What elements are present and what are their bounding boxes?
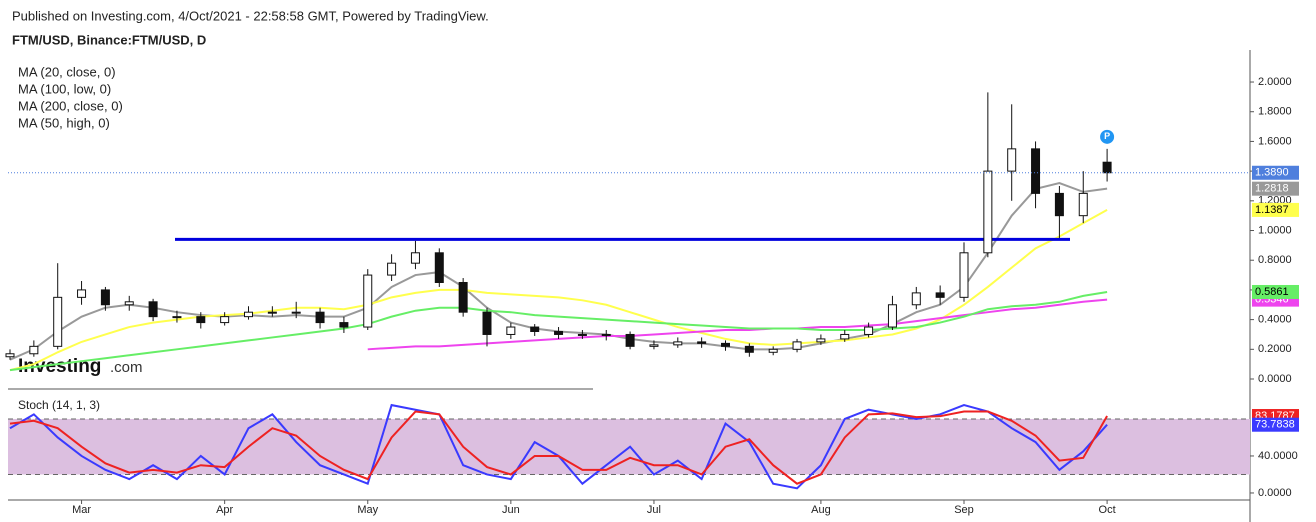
last-value-label: 0.5861 <box>1255 286 1289 298</box>
last-value-label: 1.1387 <box>1255 204 1289 216</box>
series-line <box>9 290 1108 372</box>
candle-body <box>1031 148 1041 194</box>
last-value-box <box>1252 202 1299 217</box>
last-value-label: 73.7838 <box>1255 419 1295 431</box>
y-tick-label: 1.6000 <box>1258 135 1292 147</box>
last-value-box <box>1252 417 1299 432</box>
x-tick-label: Aug <box>811 504 831 516</box>
candle-body <box>53 296 63 347</box>
candle-body <box>744 345 754 353</box>
candle-body <box>124 301 134 306</box>
candle-body <box>697 341 707 344</box>
candle-body <box>577 333 587 336</box>
legend-entry: MA (100, low, 0) <box>18 81 111 96</box>
candle-body <box>244 311 253 318</box>
x-tick-label: Jun <box>502 504 520 516</box>
last-value-box <box>1252 284 1299 299</box>
candle-body <box>267 311 277 314</box>
legend-entry: MA (50, high, 0) <box>18 115 110 130</box>
logo-suffix: .com <box>110 359 143 376</box>
x-tick-label: Oct <box>1099 504 1116 516</box>
candle-body <box>1054 192 1064 217</box>
candle-body <box>29 345 39 355</box>
logo: Investing <box>18 356 101 377</box>
candle-body <box>339 322 349 328</box>
candle-body <box>315 311 325 324</box>
candle-body <box>434 252 444 283</box>
x-tick-label: Mar <box>72 504 91 516</box>
legend-entry: MA (20, close, 0) <box>18 64 116 79</box>
event-marker <box>1100 129 1115 144</box>
candle-body <box>458 281 468 313</box>
header: Published on Investing.com, 4/Oct/2021 -… <box>12 8 489 23</box>
candle-body <box>5 353 15 358</box>
candle-body <box>148 301 158 318</box>
candle-body <box>649 344 659 347</box>
series-line <box>367 298 1108 351</box>
candle-body <box>673 341 683 346</box>
y-tick-label: 40.0000 <box>1258 450 1298 462</box>
candle-body <box>363 274 373 328</box>
candle-body <box>530 326 540 332</box>
legend-entry: MA (200, close, 0) <box>18 98 123 113</box>
candle-body <box>816 338 826 343</box>
candle-body <box>959 252 969 298</box>
candle-body <box>387 262 397 276</box>
candle-body <box>77 289 87 298</box>
candle-body <box>840 333 850 340</box>
candle-body <box>983 170 993 254</box>
y-tick-label: 1.8000 <box>1258 106 1292 118</box>
y-tick-label: 0.2000 <box>1258 343 1292 355</box>
last-value-label: 1.3890 <box>1255 167 1289 179</box>
last-value-label: 1.2818 <box>1255 183 1289 195</box>
candle-body <box>911 292 921 306</box>
candle-body <box>792 341 802 350</box>
candle-body <box>220 316 230 324</box>
candle-body <box>172 316 182 319</box>
candle-body <box>554 330 564 335</box>
last-value-box <box>1252 181 1299 196</box>
series-line <box>9 209 1108 372</box>
candle-body <box>935 292 945 298</box>
candle-body <box>100 289 110 306</box>
candle-body <box>1007 148 1017 172</box>
y-tick-label: 0.4000 <box>1258 314 1292 326</box>
x-tick-label: Sep <box>954 504 974 516</box>
y-tick-label: 0.0000 <box>1258 373 1292 385</box>
candle-body <box>721 342 730 347</box>
candle-body <box>625 333 635 347</box>
candle-body <box>1078 192 1088 217</box>
candle-body <box>768 348 778 353</box>
stoch-title: Stoch (14, 1, 3) <box>18 398 100 412</box>
symbol: FTM/USD, Binance:FTM/USD, D <box>12 32 206 47</box>
y-tick-label: 0.0000 <box>1258 487 1292 499</box>
y-tick-label: 2.0000 <box>1258 76 1292 88</box>
candle-body <box>864 326 874 335</box>
y-tick-label: 0.8000 <box>1258 254 1292 266</box>
candle-body <box>1102 161 1112 174</box>
series-line <box>9 410 1108 485</box>
candle-body <box>506 326 516 335</box>
candle-body <box>887 304 897 328</box>
last-value-box <box>1252 165 1299 180</box>
event-marker-label: P <box>1104 131 1110 141</box>
x-tick-label: Jul <box>647 504 661 516</box>
candle-body <box>196 316 206 324</box>
candle-body <box>601 333 611 336</box>
y-tick-label: 1.0000 <box>1258 224 1292 236</box>
x-tick-label: Apr <box>216 504 233 516</box>
candle-body <box>482 311 492 335</box>
candle-body <box>410 252 420 264</box>
x-tick-label: May <box>357 504 378 516</box>
candle-body <box>291 311 301 314</box>
